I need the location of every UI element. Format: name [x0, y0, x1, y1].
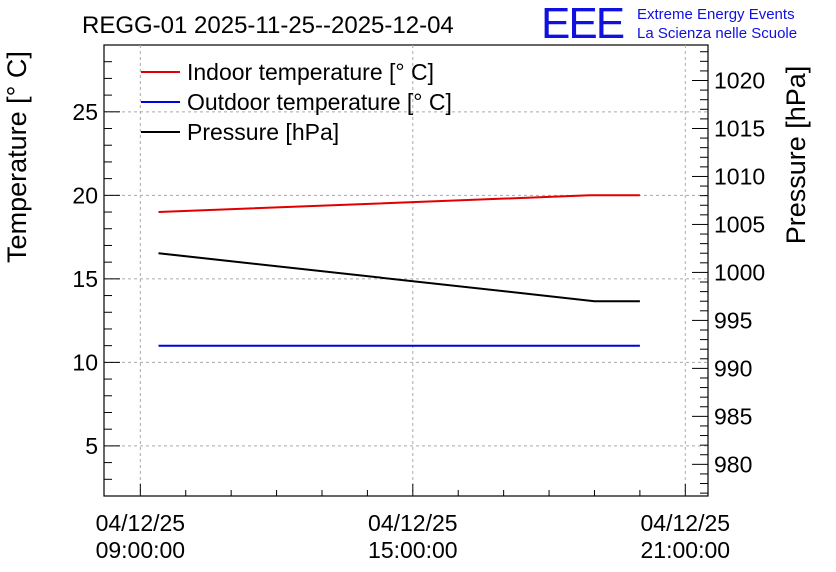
- x-tick-label-time: 15:00:00: [368, 537, 458, 563]
- x-tick-label-time: 09:00:00: [96, 537, 186, 563]
- x-tick-label-date: 04/12/25: [96, 510, 186, 536]
- y2-tick-label: 1015: [714, 115, 765, 141]
- y2-tick-label: 1020: [714, 68, 765, 94]
- y-tick-label: 10: [72, 349, 98, 375]
- series-line-0: [158, 194, 640, 213]
- axes: 04/12/2509:00:0004/12/2515:00:0004/12/25…: [72, 44, 765, 563]
- series: [158, 194, 640, 347]
- y2-tick-label: 1010: [714, 163, 765, 189]
- chart-title: REGG-01 2025-11-25--2025-12-04: [82, 12, 454, 39]
- y-tick-label: 15: [72, 266, 98, 292]
- x-tick-label-date: 04/12/25: [368, 510, 458, 536]
- y-tick-label: 25: [72, 99, 98, 125]
- legend: Indoor temperature [° C] Outdoor temperat…: [141, 59, 452, 145]
- x-tick-label-date: 04/12/25: [641, 510, 731, 536]
- x-tick-label-time: 21:00:00: [641, 537, 731, 563]
- eee-logo: EEE: [541, 0, 624, 48]
- y2-tick-label: 1005: [714, 211, 765, 237]
- branding-line1: Extreme Energy Events: [637, 6, 795, 23]
- y-axis-label: Temperature [° C]: [2, 51, 32, 263]
- grid: [104, 45, 708, 496]
- y-tick-label: 5: [85, 433, 98, 459]
- legend-label-1: Outdoor temperature [° C]: [187, 89, 452, 115]
- legend-label-0: Indoor temperature [° C]: [187, 59, 434, 85]
- y2-tick-label: 980: [714, 451, 752, 477]
- y-tick-label: 20: [72, 182, 98, 208]
- series-line-2: [158, 252, 640, 303]
- y2-tick-label: 1000: [714, 259, 765, 285]
- y2-axis-label: Pressure [hPa]: [781, 66, 811, 245]
- legend-label-2: Pressure [hPa]: [187, 119, 339, 145]
- plot-frame: [103, 44, 709, 497]
- y2-tick-label: 995: [714, 307, 752, 333]
- y2-tick-label: 990: [714, 355, 752, 381]
- branding-line2: La Scienza nelle Scuole: [637, 25, 797, 42]
- y2-tick-label: 985: [714, 403, 752, 429]
